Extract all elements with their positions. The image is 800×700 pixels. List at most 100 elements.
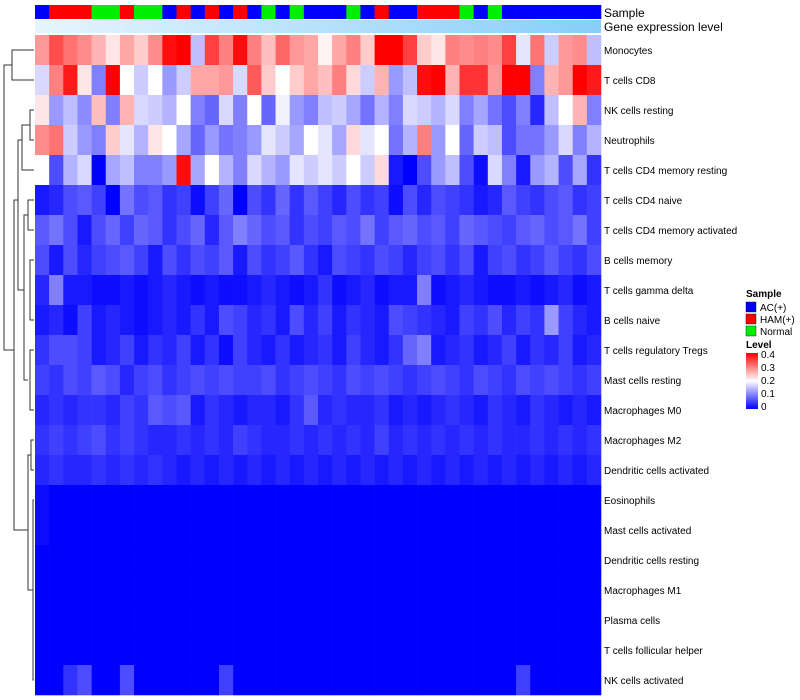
heatmap-cell (402, 125, 418, 156)
heatmap-cell (261, 305, 276, 336)
heatmap-cell (501, 155, 517, 186)
heatmap-cell (586, 65, 602, 96)
heatmap-cell (289, 425, 305, 456)
heatmap-cell (360, 305, 375, 336)
heatmap-cell (63, 665, 78, 696)
heatmap-cell (431, 65, 446, 96)
heatmap-cell (332, 575, 347, 606)
row-label: NK cells activated (604, 676, 683, 687)
heatmap-cell (473, 35, 489, 66)
heatmap-cell (388, 215, 404, 246)
heatmap-cell (261, 35, 276, 66)
heatmap-cell (572, 395, 588, 426)
heatmap-cell (35, 245, 50, 276)
heatmap-cell (119, 155, 135, 186)
heatmap-cell (586, 185, 602, 216)
heatmap-cell (558, 305, 573, 336)
heatmap-cell (473, 215, 489, 246)
heatmap-cell (190, 665, 206, 696)
heatmap-cell (233, 485, 248, 516)
heatmap-cell (91, 575, 107, 606)
sample-annotation-cell (558, 5, 573, 19)
heatmap-cell (105, 545, 121, 576)
heatmap-cell (63, 365, 78, 396)
heatmap-cell (204, 335, 220, 366)
heatmap-cell (417, 425, 432, 456)
heatmap-cell (586, 365, 602, 396)
heatmap-cell (35, 395, 50, 426)
heatmap-cell (289, 305, 305, 336)
heatmap-cell (162, 515, 177, 546)
heatmap-cell (374, 215, 390, 246)
heatmap-cell (303, 575, 319, 606)
heatmap-cell (318, 395, 333, 426)
heatmap-cell (374, 335, 390, 366)
heatmap-cell (218, 365, 234, 396)
heatmap-cell (473, 545, 489, 576)
sample-annotation-cell (289, 5, 305, 19)
heatmap-cell (431, 245, 446, 276)
heatmap-cell (49, 425, 64, 456)
heatmap-cell (530, 305, 545, 336)
heatmap-cell (148, 485, 163, 516)
row-label: Macrophages M0 (604, 406, 682, 417)
heatmap-cell (318, 185, 333, 216)
heatmap-cell (261, 665, 276, 696)
heatmap-cell (473, 395, 489, 426)
heatmap-cell (204, 665, 220, 696)
heatmap-cell (233, 545, 248, 576)
sample-annotation-cell (346, 5, 361, 19)
sample-annotation-cell (303, 5, 319, 19)
heatmap-cell (77, 185, 92, 216)
heatmap-cell (360, 545, 375, 576)
dendrogram-branch (13, 199, 28, 531)
heatmap-cell (388, 305, 404, 336)
heatmap-cell (516, 485, 531, 516)
heatmap-cell (233, 305, 248, 336)
heatmap-cell (218, 395, 234, 426)
heatmap-cell (247, 155, 262, 186)
heatmap-cell (346, 605, 361, 636)
heatmap-cell (530, 455, 545, 486)
heatmap-cell (119, 275, 135, 306)
heatmap-cell (473, 485, 489, 516)
row-label: Dendritic cells activated (604, 466, 709, 477)
heatmap-cell (501, 605, 517, 636)
heatmap-cell (332, 185, 347, 216)
heatmap-cell (501, 65, 517, 96)
heatmap-cell (261, 515, 276, 546)
heatmap-cell (247, 665, 262, 696)
heatmap-cell (91, 365, 107, 396)
heatmap-cell (233, 245, 248, 276)
sample-annotation-cell (374, 5, 390, 19)
heatmap-cell (473, 365, 489, 396)
heatmap-cell (459, 65, 474, 96)
heatmap-cell (275, 95, 290, 126)
heatmap-cell (134, 125, 149, 156)
heatmap-cell (261, 485, 276, 516)
heatmap-cell (318, 425, 333, 456)
heatmap-cell (572, 95, 588, 126)
row-label: T cells gamma delta (604, 286, 694, 297)
sample-annotation-cell (119, 5, 135, 19)
heatmap-cell (417, 665, 432, 696)
heatmap-cell (360, 95, 375, 126)
heatmap-cell (77, 95, 92, 126)
heatmap-cell (487, 65, 503, 96)
heatmap-cell (530, 365, 545, 396)
heatmap-cell (134, 455, 149, 486)
heatmap-cell (346, 245, 361, 276)
heatmap-cell (105, 35, 121, 66)
heatmap-cell (388, 275, 404, 306)
heatmap-cell (119, 35, 135, 66)
heatmap-cell (176, 635, 191, 666)
heatmap-cell (289, 95, 305, 126)
heatmap-cell (162, 335, 177, 366)
heatmap-cell (459, 455, 474, 486)
heatmap-cell (431, 635, 446, 666)
heatmap-cell (374, 635, 390, 666)
heatmap-cell (275, 185, 290, 216)
legend-label: Normal (760, 327, 792, 338)
heatmap-cell (176, 365, 191, 396)
heatmap-cell (417, 275, 432, 306)
